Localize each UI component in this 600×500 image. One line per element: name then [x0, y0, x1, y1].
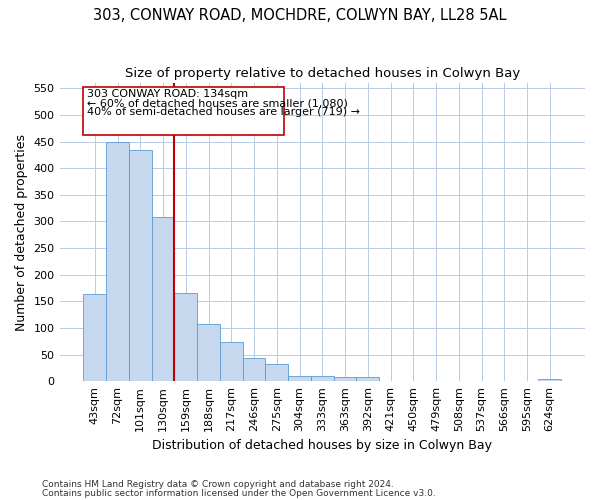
Text: 40% of semi-detached houses are larger (719) →: 40% of semi-detached houses are larger (…: [87, 107, 360, 117]
Bar: [129, 150, 152, 381]
Title: Size of property relative to detached houses in Colwyn Bay: Size of property relative to detached ho…: [125, 68, 520, 80]
Bar: [334, 378, 356, 381]
Bar: [175, 294, 197, 381]
Bar: [83, 294, 106, 381]
Text: 303 CONWAY ROAD: 134sqm: 303 CONWAY ROAD: 134sqm: [87, 90, 248, 100]
Bar: [220, 342, 242, 381]
FancyBboxPatch shape: [83, 87, 284, 134]
Bar: [356, 378, 379, 381]
Bar: [288, 376, 311, 381]
Bar: [242, 358, 265, 381]
Text: Contains public sector information licensed under the Open Government Licence v3: Contains public sector information licen…: [42, 489, 436, 498]
Bar: [106, 142, 129, 381]
Text: ← 60% of detached houses are smaller (1,080): ← 60% of detached houses are smaller (1,…: [87, 98, 348, 108]
X-axis label: Distribution of detached houses by size in Colwyn Bay: Distribution of detached houses by size …: [152, 440, 492, 452]
Text: 303, CONWAY ROAD, MOCHDRE, COLWYN BAY, LL28 5AL: 303, CONWAY ROAD, MOCHDRE, COLWYN BAY, L…: [93, 8, 507, 22]
Y-axis label: Number of detached properties: Number of detached properties: [15, 134, 28, 330]
Bar: [265, 364, 288, 381]
Bar: [311, 376, 334, 381]
Bar: [538, 379, 561, 381]
Bar: [197, 324, 220, 381]
Text: Contains HM Land Registry data © Crown copyright and database right 2024.: Contains HM Land Registry data © Crown c…: [42, 480, 394, 489]
Bar: [152, 217, 175, 381]
